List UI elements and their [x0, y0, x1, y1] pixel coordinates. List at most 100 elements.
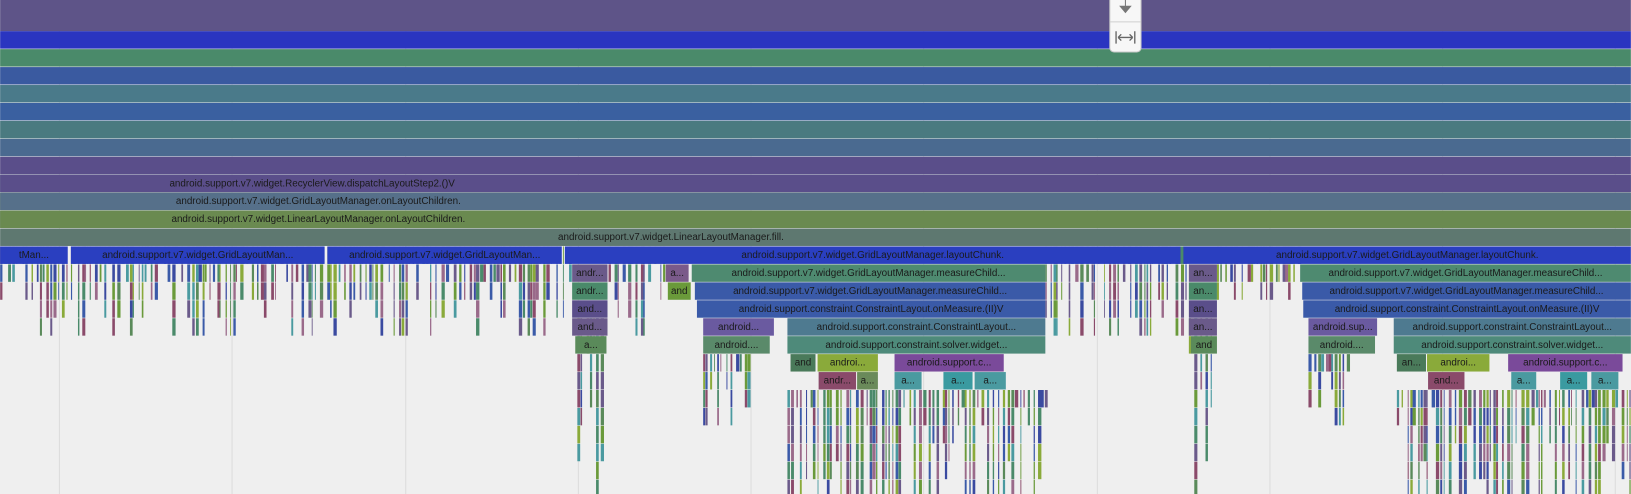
frame[interactable] — [546, 282, 550, 300]
frame[interactable] — [380, 300, 384, 318]
frame[interactable] — [1040, 390, 1044, 408]
frame[interactable] — [1458, 390, 1463, 408]
frame[interactable] — [860, 425, 864, 444]
frame[interactable] — [823, 407, 826, 426]
frame[interactable] — [0, 174, 1631, 193]
frame[interactable] — [964, 407, 967, 426]
frame[interactable] — [944, 390, 948, 408]
frame[interactable] — [1144, 282, 1146, 300]
frame[interactable] — [1014, 390, 1019, 408]
frame[interactable] — [596, 461, 599, 480]
frame[interactable] — [263, 300, 267, 318]
frame[interactable] — [909, 407, 912, 426]
frame[interactable] — [333, 318, 337, 336]
frame[interactable] — [964, 390, 967, 408]
frame[interactable] — [913, 443, 916, 462]
frame[interactable] — [1117, 318, 1119, 336]
frame[interactable] — [399, 300, 402, 318]
frame[interactable] — [667, 282, 691, 300]
frame[interactable] — [532, 264, 536, 282]
frame[interactable] — [66, 282, 68, 300]
frame[interactable] — [909, 390, 912, 408]
frame[interactable] — [112, 318, 115, 336]
frame[interactable] — [806, 390, 808, 408]
frame[interactable] — [969, 461, 971, 480]
frame[interactable] — [829, 461, 832, 480]
frame[interactable] — [600, 372, 604, 390]
frame[interactable] — [1526, 443, 1530, 462]
frame[interactable] — [882, 425, 885, 444]
frame[interactable] — [1175, 300, 1179, 318]
frame[interactable] — [150, 264, 153, 282]
frame[interactable] — [694, 282, 1046, 300]
frame[interactable] — [230, 282, 231, 300]
frame[interactable] — [952, 425, 954, 444]
frame[interactable] — [1338, 407, 1341, 426]
frame[interactable] — [344, 282, 346, 300]
frame[interactable] — [643, 300, 645, 318]
frame[interactable] — [1146, 300, 1149, 318]
frame[interactable] — [330, 282, 332, 300]
frame[interactable] — [872, 425, 876, 444]
frame[interactable] — [730, 407, 733, 426]
frame[interactable] — [974, 372, 1006, 390]
frame[interactable] — [535, 282, 539, 300]
frame[interactable] — [1158, 264, 1160, 282]
frame[interactable] — [1420, 390, 1423, 408]
frame[interactable] — [1331, 354, 1334, 372]
frame[interactable] — [46, 300, 49, 318]
frame[interactable] — [717, 390, 719, 408]
frame[interactable] — [1507, 443, 1511, 462]
frame[interactable] — [1479, 407, 1482, 426]
frame[interactable] — [791, 407, 794, 426]
frame[interactable] — [944, 407, 948, 426]
frame[interactable] — [589, 354, 593, 372]
frame[interactable] — [703, 390, 706, 408]
frame[interactable] — [840, 461, 842, 480]
frame[interactable] — [1300, 264, 1631, 282]
frame[interactable] — [1321, 354, 1325, 372]
frame[interactable] — [898, 407, 902, 426]
frame[interactable] — [70, 282, 73, 300]
frame[interactable] — [1134, 282, 1138, 300]
frame[interactable] — [1489, 443, 1491, 462]
frame[interactable] — [1109, 318, 1112, 336]
frame[interactable] — [806, 443, 808, 462]
frame[interactable] — [942, 425, 947, 444]
frame[interactable] — [918, 479, 922, 494]
frame[interactable] — [705, 390, 708, 408]
frame[interactable] — [1463, 461, 1467, 480]
frame[interactable] — [233, 300, 236, 318]
frame[interactable] — [640, 282, 644, 300]
frame[interactable] — [1511, 461, 1513, 480]
frame[interactable] — [233, 264, 236, 282]
frame[interactable] — [132, 300, 134, 318]
frame[interactable] — [730, 390, 733, 408]
frame[interactable] — [894, 372, 922, 390]
frame[interactable] — [1080, 300, 1084, 318]
frame[interactable] — [522, 264, 526, 282]
frame[interactable] — [476, 318, 480, 336]
frame[interactable] — [1190, 336, 1217, 354]
frame[interactable] — [1194, 354, 1198, 372]
frame[interactable] — [1420, 443, 1423, 462]
frame[interactable] — [1180, 246, 1185, 264]
frame[interactable] — [1342, 372, 1345, 390]
frame[interactable] — [50, 300, 53, 318]
frame[interactable] — [518, 282, 523, 300]
frame[interactable] — [840, 390, 842, 408]
frame[interactable] — [855, 443, 859, 462]
frame[interactable] — [1591, 372, 1619, 390]
frame[interactable] — [703, 318, 774, 336]
frame[interactable] — [50, 282, 53, 300]
frame[interactable] — [1581, 390, 1585, 408]
frame[interactable] — [614, 282, 618, 300]
frame[interactable] — [1407, 407, 1409, 426]
frame[interactable] — [291, 318, 294, 336]
frame[interactable] — [799, 443, 802, 462]
frame[interactable] — [895, 461, 899, 480]
frame[interactable] — [840, 443, 842, 462]
frame[interactable] — [596, 479, 599, 494]
frame[interactable] — [1562, 407, 1565, 426]
frame[interactable] — [1144, 318, 1146, 336]
